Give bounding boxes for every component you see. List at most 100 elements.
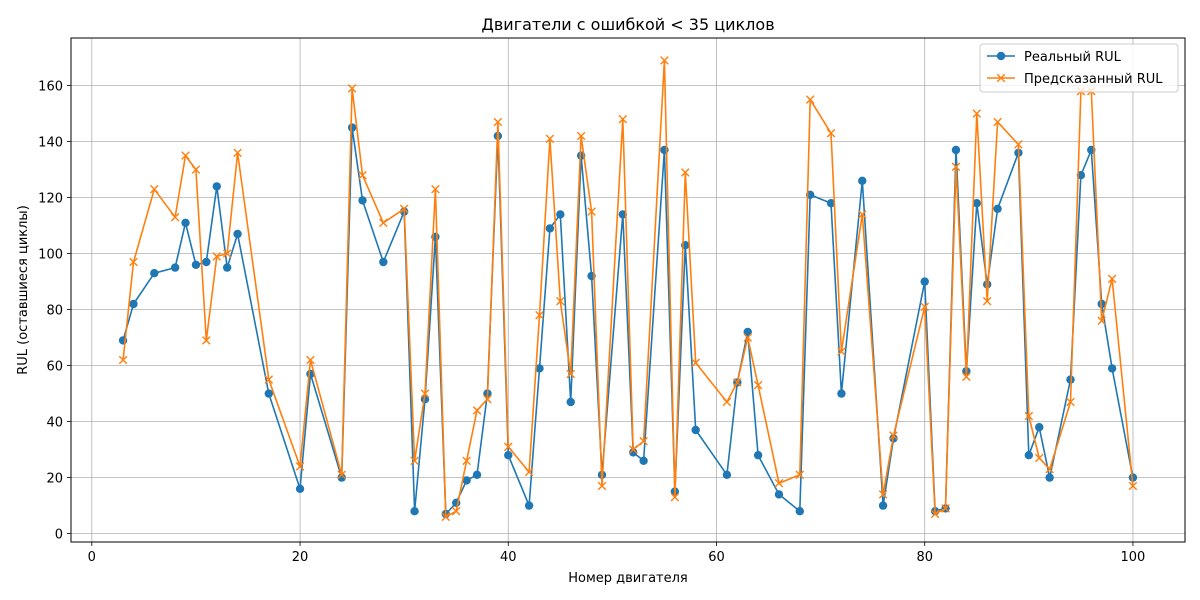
data-point-predicted: [733, 378, 742, 387]
data-point-real: [233, 229, 242, 239]
x-tick-label: 20: [292, 550, 309, 565]
data-point-predicted: [774, 478, 784, 488]
data-point-real: [170, 263, 180, 272]
data-point-predicted: [441, 512, 451, 522]
data-point-predicted: [930, 509, 940, 519]
data-point-real: [1107, 364, 1117, 373]
data-point-real: [379, 257, 388, 267]
data-point-real: [181, 218, 190, 227]
data-point-predicted: [379, 218, 388, 228]
data-point-real: [1045, 473, 1054, 482]
data-point-predicted: [628, 445, 638, 454]
data-point-real: [753, 451, 763, 460]
data-point-predicted: [857, 210, 867, 219]
data-point-real: [462, 476, 471, 485]
y-tick-label: 0: [55, 528, 63, 543]
data-point-real: [504, 451, 513, 460]
data-point-predicted: [878, 490, 888, 499]
data-point-real: [1035, 423, 1044, 432]
data-point-real: [951, 145, 961, 155]
data-point-real: [295, 484, 305, 493]
y-tick-label: 120: [38, 192, 63, 207]
data-point-predicted: [431, 184, 440, 194]
data-point-predicted: [993, 117, 1002, 127]
data-point-real: [629, 448, 638, 457]
data-point-predicted: [566, 369, 576, 379]
data-point-real: [337, 473, 346, 482]
data-point-real: [691, 425, 700, 435]
y-tick-label: 20: [46, 472, 63, 487]
x-tick-label: 0: [88, 550, 96, 565]
data-point-real: [212, 182, 221, 191]
data-point-predicted: [410, 456, 419, 466]
data-point-real: [639, 456, 648, 465]
data-point-predicted: [170, 212, 180, 222]
data-point-real: [347, 123, 357, 132]
data-point-real: [993, 204, 1002, 213]
data-point-predicted: [420, 389, 430, 398]
data-point-predicted: [202, 336, 211, 345]
data-point-real: [202, 257, 211, 267]
data-point-predicted: [805, 95, 815, 104]
data-point-predicted: [951, 162, 961, 172]
y-tick-label: 100: [38, 248, 63, 263]
x-axis-label: Номер двигателя: [568, 571, 688, 586]
data-point-predicted: [306, 355, 315, 365]
data-point-predicted: [1034, 453, 1044, 463]
data-point-real: [358, 196, 367, 205]
data-point-predicted: [972, 109, 982, 118]
data-point-real: [150, 269, 159, 278]
data-series: [118, 56, 1138, 522]
data-point-predicted: [222, 249, 232, 258]
data-point-real: [1128, 473, 1138, 482]
data-point-predicted: [660, 56, 669, 65]
data-point-predicted: [545, 134, 555, 144]
data-point-real: [858, 176, 867, 185]
data-point-real: [878, 501, 888, 510]
data-point-predicted: [670, 492, 680, 502]
data-point-predicted: [597, 481, 607, 491]
data-point-predicted: [920, 302, 930, 312]
legend-marker-circle: [996, 51, 1006, 61]
data-point-real: [535, 364, 544, 373]
data-point-real: [410, 507, 419, 516]
data-point-real: [222, 263, 232, 272]
data-point-predicted: [982, 296, 992, 306]
data-point-real: [472, 470, 482, 479]
data-point-real: [826, 199, 836, 208]
data-point-real: [618, 210, 627, 219]
data-point-predicted: [233, 148, 242, 158]
x-tick-label: 60: [708, 550, 725, 565]
chart-title: Двигатели с ошибкой < 35 циклов: [481, 15, 774, 34]
data-point-real: [191, 260, 201, 269]
grid-lines: [71, 38, 1185, 542]
data-point-predicted: [483, 394, 492, 404]
data-point-predicted: [826, 128, 836, 138]
data-point-predicted: [524, 467, 534, 477]
data-point-real: [982, 280, 992, 289]
data-point-predicted: [691, 358, 700, 368]
data-point-predicted: [639, 436, 648, 446]
data-point-predicted: [753, 380, 763, 390]
data-point-real: [722, 470, 732, 479]
data-point-predicted: [337, 470, 346, 480]
data-point-predicted: [1128, 481, 1138, 491]
data-point-predicted: [962, 372, 971, 382]
y-tick-label: 60: [46, 360, 63, 375]
data-point-predicted: [1014, 140, 1023, 149]
data-point-predicted: [462, 456, 471, 466]
data-point-predicted: [556, 296, 565, 306]
data-point-predicted: [1024, 411, 1034, 421]
y-tick-label: 80: [46, 304, 63, 319]
data-point-predicted: [587, 207, 596, 216]
y-tick-label: 160: [38, 80, 63, 95]
data-point-predicted: [618, 114, 628, 124]
data-point-predicted: [837, 347, 846, 356]
data-point-predicted: [264, 375, 274, 384]
data-point-real: [1024, 451, 1034, 460]
data-point-predicted: [451, 506, 461, 516]
data-point-real: [795, 507, 804, 516]
data-point-predicted: [1045, 464, 1054, 474]
data-point-predicted: [941, 504, 950, 513]
